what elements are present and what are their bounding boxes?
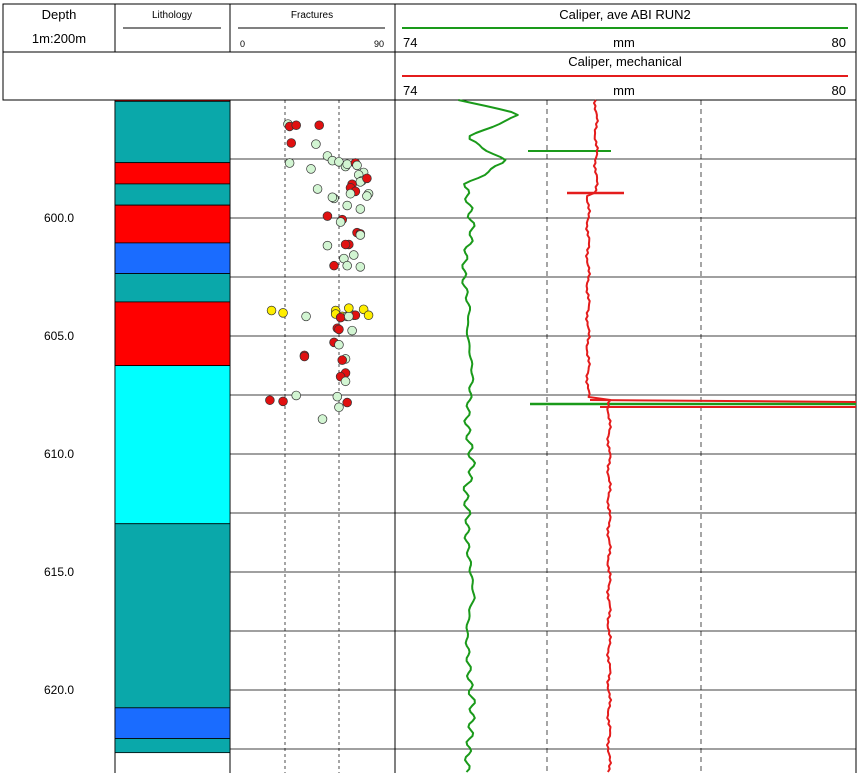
fracture-point	[266, 305, 277, 316]
log-header: Depth 1m:200m Lithology Fractures 0 90 C…	[2, 3, 857, 101]
depth-tick-label: 620.0	[44, 683, 74, 697]
fracture-point	[342, 200, 352, 211]
fracture-point	[344, 303, 354, 313]
caliper-mech-max: 80	[832, 83, 846, 98]
depth-header-title: Depth	[42, 7, 77, 22]
fracture-point	[335, 217, 346, 227]
fracture-point	[317, 414, 328, 424]
depth-header-scale: 1m:200m	[32, 31, 86, 46]
fracture-point	[278, 396, 288, 407]
fracture-point	[345, 188, 356, 199]
fracture-point	[352, 160, 362, 171]
fracture-point	[265, 395, 275, 405]
caliper-mech-unit: mm	[613, 83, 635, 98]
fracture-point	[362, 191, 372, 201]
fractures-track	[265, 119, 374, 424]
fracture-point	[340, 239, 351, 250]
lithology-bed	[114, 523, 231, 709]
fracture-point	[362, 173, 372, 184]
fracture-point	[355, 204, 366, 214]
fracture-point	[355, 262, 366, 272]
fracture-point	[340, 376, 351, 387]
caliper-mech-curve	[585, 99, 613, 773]
lithology-bed	[114, 365, 231, 525]
fracture-point	[335, 312, 346, 323]
lithology-header-title: Lithology	[152, 10, 192, 21]
fracture-point	[327, 192, 338, 202]
caliper-mech-title: Caliper, mechanical	[568, 54, 682, 69]
fractures-scale-min: 0	[240, 39, 245, 49]
fracture-point	[312, 184, 323, 194]
caliper-abi-unit: mm	[613, 35, 635, 50]
lithology-bed	[114, 242, 231, 274]
fracture-point	[363, 310, 374, 320]
lithology-bed	[114, 162, 231, 185]
fracture-point	[329, 260, 339, 271]
fracture-point	[337, 355, 347, 365]
fracture-point	[322, 211, 333, 221]
caliper-abi-curve	[458, 99, 519, 773]
depth-axis: 600.0 605.0 610.0 615.0 620.0	[44, 211, 74, 697]
fracture-point	[322, 240, 333, 251]
fracture-point	[314, 120, 324, 131]
fracture-point	[342, 397, 352, 408]
fracture-point	[342, 159, 352, 169]
lithology-bed	[114, 183, 231, 206]
caliper-mech-min: 74	[403, 83, 417, 98]
fracture-point	[355, 230, 366, 240]
fracture-point	[286, 138, 297, 148]
depth-tick-label: 600.0	[44, 211, 74, 225]
caliper-abi-max: 80	[832, 35, 846, 50]
caliper-track	[458, 99, 857, 773]
lithology-bed	[114, 100, 231, 164]
fracture-point	[299, 351, 310, 362]
lithology-bed	[114, 301, 231, 367]
fracture-point	[347, 325, 357, 336]
depth-tick-label: 605.0	[44, 329, 74, 343]
lithology-bed	[114, 707, 231, 739]
lithology-track	[114, 99, 231, 754]
fracture-point	[291, 390, 301, 401]
lithology-bed	[114, 738, 231, 754]
fracture-point	[334, 339, 344, 350]
fractures-scale-max: 90	[374, 39, 384, 49]
caliper-abi-title: Caliper, ave ABI RUN2	[559, 7, 691, 22]
fracture-point	[332, 391, 343, 402]
fracture-point	[342, 260, 352, 271]
fracture-point	[311, 139, 321, 149]
fractures-header-title: Fractures	[291, 10, 333, 21]
fracture-point	[344, 311, 354, 322]
lithology-bed	[114, 204, 231, 244]
fracture-point	[306, 164, 316, 174]
depth-tick-label: 610.0	[44, 447, 74, 461]
fracture-point	[334, 402, 344, 413]
fracture-point	[334, 324, 344, 335]
fracture-point	[301, 311, 311, 322]
fracture-point	[349, 250, 359, 260]
fracture-point	[291, 120, 301, 131]
log-grid	[230, 158, 856, 750]
caliper-mech-spike	[589, 399, 857, 403]
fracture-point	[278, 308, 288, 318]
caliper-abi-min: 74	[403, 35, 417, 50]
lithology-bed	[114, 273, 231, 303]
depth-tick-label: 615.0	[44, 565, 74, 579]
fracture-point	[284, 158, 295, 168]
